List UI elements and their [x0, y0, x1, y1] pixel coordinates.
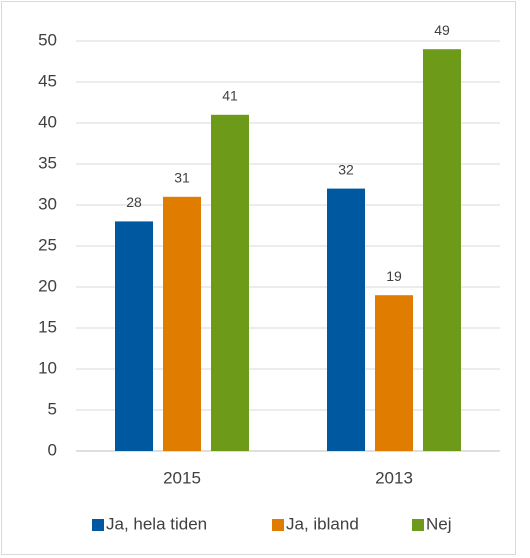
legend-label: Nej — [426, 514, 452, 533]
legend-swatch — [412, 519, 424, 531]
y-tick-label: 30 — [38, 194, 57, 213]
legend-label: Ja, hela tiden — [106, 514, 207, 533]
value-label: 19 — [386, 268, 402, 284]
bar — [163, 196, 201, 451]
y-tick-label: 20 — [38, 276, 57, 295]
value-label: 41 — [222, 88, 238, 104]
x-tick-label: 2013 — [375, 468, 413, 487]
y-tick-label: 50 — [38, 30, 57, 49]
value-label: 32 — [338, 161, 354, 177]
y-tick-label: 10 — [38, 358, 57, 377]
value-label: 31 — [174, 170, 190, 186]
value-label: 49 — [434, 22, 450, 38]
y-tick-label: 45 — [38, 71, 57, 90]
x-tick-label: 2015 — [163, 468, 201, 487]
bar — [423, 49, 461, 451]
y-tick-label: 5 — [48, 399, 57, 418]
bar — [375, 295, 413, 451]
bar — [327, 188, 365, 451]
y-tick-label: 15 — [38, 317, 57, 336]
legend-swatch — [92, 519, 104, 531]
bar — [211, 114, 249, 452]
y-tick-label: 25 — [38, 235, 57, 254]
bar — [115, 221, 153, 451]
y-tick-label: 0 — [48, 440, 57, 459]
legend-swatch — [272, 519, 284, 531]
value-label: 28 — [126, 194, 142, 210]
y-tick-label: 35 — [38, 153, 57, 172]
y-tick-label: 40 — [38, 112, 57, 131]
legend-label: Ja, ibland — [286, 514, 359, 533]
